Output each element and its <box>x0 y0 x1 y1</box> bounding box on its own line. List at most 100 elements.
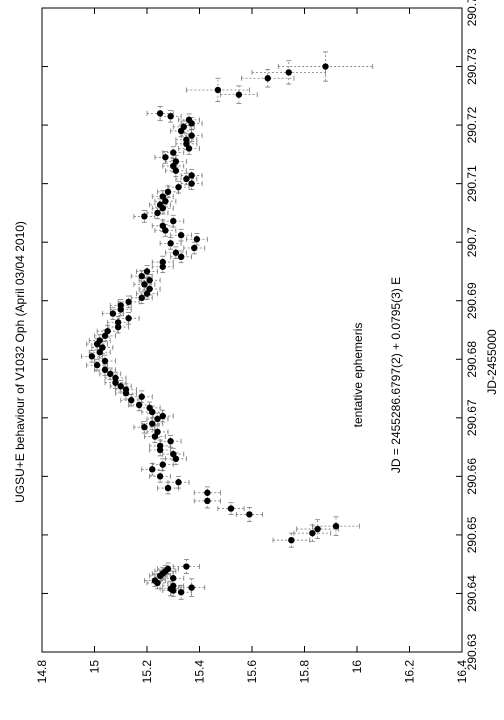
data-point <box>188 132 195 139</box>
data-point <box>114 319 122 326</box>
data-point <box>154 428 161 436</box>
data-point <box>170 149 177 156</box>
data-point <box>227 505 235 512</box>
data-point <box>93 361 101 369</box>
data-point <box>156 442 164 450</box>
data-point <box>146 285 153 293</box>
y-tick-label: 15.4 <box>193 660 207 684</box>
data-point <box>175 183 182 191</box>
error-bars <box>80 51 374 600</box>
data-point <box>167 438 174 445</box>
data-point <box>149 466 156 473</box>
data-point <box>156 473 164 480</box>
data-point <box>154 415 161 423</box>
data-point <box>159 461 166 468</box>
x-tick-label: 290.68 <box>465 341 479 378</box>
data-point <box>125 315 132 322</box>
data-point <box>114 323 122 331</box>
data-point <box>96 337 103 344</box>
x-tick-label: 290.72 <box>465 106 479 143</box>
data-point <box>159 193 166 200</box>
x-tick-label: 290.67 <box>465 399 479 436</box>
data-point <box>109 310 117 317</box>
data-point <box>167 113 174 120</box>
data-point <box>167 240 174 247</box>
data-point <box>125 298 132 306</box>
x-tick-label: 290.65 <box>465 516 479 553</box>
data-point <box>122 386 130 393</box>
data-point <box>246 511 253 518</box>
data-point <box>159 258 166 266</box>
y-tick-label: 16.4 <box>455 660 469 684</box>
data-point <box>235 91 243 98</box>
data-point <box>146 404 153 412</box>
x-tick-label: 290.66 <box>465 458 479 495</box>
data-point <box>149 420 156 427</box>
data-point <box>164 565 172 573</box>
x-tick-label: 290.63 <box>465 633 479 670</box>
data-point <box>96 349 103 356</box>
data-point <box>156 201 164 208</box>
data-point <box>185 145 193 152</box>
y-tick-label: 16.2 <box>403 660 417 684</box>
data-point <box>117 383 124 390</box>
data-point <box>172 455 180 462</box>
annotation-ephemeris-formula: JD = 2455286.6797(2) + 0.0795(3) E <box>389 277 403 473</box>
data-point <box>104 327 111 335</box>
data-point <box>141 423 148 431</box>
data-points <box>88 63 340 596</box>
data-point <box>177 253 185 261</box>
data-point <box>180 123 187 131</box>
data-point <box>177 231 185 239</box>
data-point <box>177 589 185 596</box>
annotation-tentative-ephemeris: tentative ephemeris <box>351 323 365 428</box>
data-point <box>101 332 109 340</box>
data-point <box>141 213 148 220</box>
y-tick-label: 15.8 <box>298 660 312 684</box>
data-point <box>107 370 114 378</box>
data-point <box>159 222 166 229</box>
data-point <box>156 110 164 117</box>
data-point <box>146 277 153 284</box>
data-point <box>138 393 145 400</box>
data-point <box>309 529 316 537</box>
data-point <box>170 162 177 170</box>
data-point <box>88 353 96 360</box>
data-point <box>138 272 145 280</box>
data-point <box>332 522 340 530</box>
data-point <box>117 302 124 309</box>
data-point <box>154 209 161 217</box>
data-point <box>162 198 169 205</box>
data-point <box>162 227 169 234</box>
data-point <box>164 188 172 196</box>
data-point <box>170 582 177 590</box>
x-tick-label: 290.69 <box>465 282 479 319</box>
x-tick-label: 290.64 <box>465 575 479 612</box>
data-point <box>112 374 119 382</box>
data-point <box>143 268 151 275</box>
x-tick-label: 290.74 <box>465 0 479 26</box>
data-point <box>214 86 222 94</box>
x-axis-label: JD-2455000 <box>485 329 499 395</box>
data-point <box>172 167 180 174</box>
data-point <box>188 172 195 179</box>
y-tick-label: 15.2 <box>140 660 154 684</box>
data-point <box>183 175 190 183</box>
data-point <box>164 484 172 492</box>
x-tick-label: 290.7 <box>465 227 479 257</box>
data-point <box>159 263 166 270</box>
data-point <box>151 433 159 440</box>
data-point <box>101 366 109 374</box>
data-point <box>162 154 169 161</box>
data-point <box>138 294 145 301</box>
x-tick-label: 290.71 <box>465 165 479 202</box>
data-point <box>141 281 148 288</box>
x-tick-label: 290.73 <box>465 48 479 85</box>
data-point <box>322 63 329 70</box>
data-point <box>288 536 295 544</box>
data-point <box>143 290 151 297</box>
axes: 290.63 290.64 290.65 290.66 290.67 290.68 290.… <box>35 0 479 683</box>
data-point <box>172 158 180 165</box>
y-tick-label: 14.8 <box>35 660 49 684</box>
